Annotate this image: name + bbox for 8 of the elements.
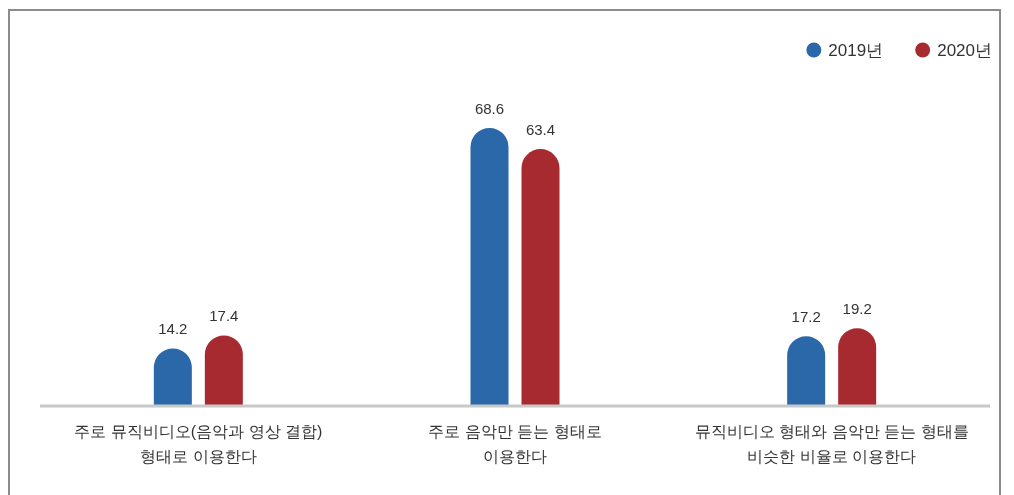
legend-label: 2019년 xyxy=(828,41,884,60)
data-label: 17.4 xyxy=(209,307,239,325)
legend-label: 2020년 xyxy=(937,41,992,60)
data-label: 14.2 xyxy=(158,320,188,338)
data-label: 63.4 xyxy=(525,121,556,139)
data-label: 17.2 xyxy=(791,308,821,326)
data-label: 68.6 xyxy=(474,100,505,117)
data-label: 19.2 xyxy=(842,300,872,318)
